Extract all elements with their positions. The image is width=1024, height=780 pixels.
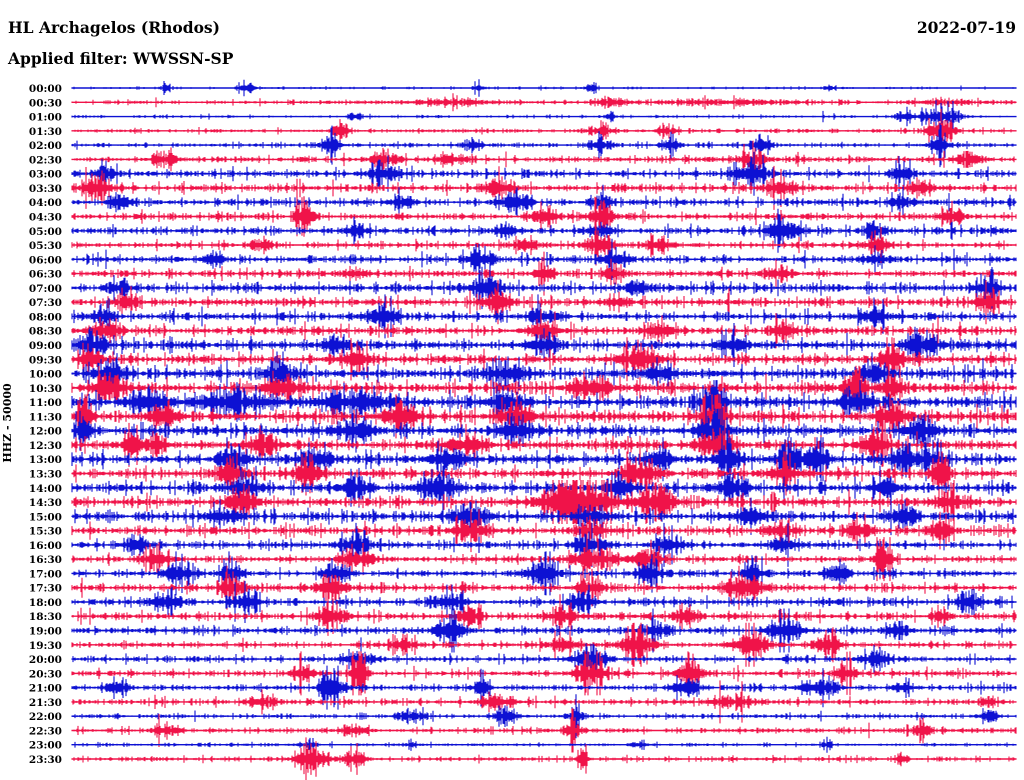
time-label-2330: 23:30 [29,754,62,766]
time-label-0030: 00:30 [29,97,62,109]
time-labels: 00:00 00:30 01:00 01:30 02:00 02:30 03:00 03:30… [29,83,62,766]
seismogram-trace-0030 [71,93,1017,112]
seismogram-trace-2130 [71,680,1017,724]
seismogram-trace-2030 [71,651,1017,696]
time-label-0330: 03:30 [29,183,62,195]
time-label-0400: 04:00 [29,197,62,209]
time-label-0000: 00:00 [29,83,62,95]
time-label-1230: 12:30 [29,440,62,452]
seismogram-trace-1930 [71,622,1017,667]
time-label-1100: 11:00 [29,397,62,409]
seismogram-trace-1300 [71,437,1017,482]
time-label-0100: 01:00 [29,112,62,124]
seismogram-trace-1100 [71,380,1017,425]
seismogram-trace-0300 [71,151,1017,196]
seismogram-trace-0100 [71,100,1017,133]
time-label-0930: 09:30 [29,354,62,366]
seismogram-trace-1430 [71,480,1017,524]
seismogram-trace-1530 [71,509,1017,553]
seismogram-trace-1900 [71,608,1017,653]
seismogram-trace-2330 [71,737,1017,780]
filter-label: Applied filter: WWSSN-SP [7,49,234,68]
seismogram-trace-2200 [71,694,1017,739]
time-label-1430: 14:30 [29,497,62,509]
seismogram-trace-1730 [71,565,1017,610]
time-label-2300: 23:00 [29,740,62,752]
seismogram-trace-1600 [71,522,1017,567]
time-label-2200: 22:00 [29,711,62,723]
time-label-1400: 14:00 [29,483,62,495]
time-label-1000: 10:00 [29,369,62,381]
time-label-2130: 21:30 [29,697,62,709]
time-label-0900: 09:00 [29,340,62,352]
seismogram-trace-0430 [71,196,1017,237]
time-label-0830: 08:30 [29,326,62,338]
seismogram-trace-0230 [71,140,1017,179]
time-label-0700: 07:00 [29,283,62,295]
time-label-0800: 08:00 [29,311,62,323]
time-label-1630: 16:30 [29,554,62,566]
seismogram-trace-1830 [71,594,1017,639]
scale-label: HHZ - 50000 [1,383,14,463]
time-label-1830: 18:30 [29,611,62,623]
seismogram-trace-1230 [71,422,1017,467]
seismogram-trace-1800 [71,580,1017,623]
time-label-0200: 02:00 [29,140,62,152]
seismogram-trace-1330 [71,451,1017,496]
seismogram-trace-1500 [71,497,1017,536]
time-label-1500: 15:00 [29,511,62,523]
seismogram-trace-2230 [71,708,1017,753]
time-label-1200: 12:00 [29,426,62,438]
seismogram-trace-1030 [71,365,1017,410]
seismogram-trace-0200 [71,123,1017,168]
time-label-0530: 05:30 [29,240,62,252]
time-label-1530: 15:30 [29,526,62,538]
time-label-0730: 07:30 [29,297,62,309]
time-label-0600: 06:00 [29,254,62,266]
seismogram-trace-2100 [71,665,1017,710]
time-label-1900: 19:00 [29,626,62,638]
time-label-1700: 17:00 [29,568,62,580]
station-title: HL Archagelos (Rhodos) [8,18,220,37]
time-label-0500: 05:00 [29,226,62,238]
time-label-1600: 16:00 [29,540,62,552]
time-label-0630: 06:30 [29,269,62,281]
time-label-0130: 01:30 [29,126,62,138]
time-label-1800: 18:00 [29,597,62,609]
seismogram-trace-0130 [71,108,1017,153]
time-label-2100: 21:00 [29,683,62,695]
seismogram-trace-0700 [71,265,1017,310]
seismogram-trace-0530 [71,224,1017,266]
time-label-1730: 17:30 [29,583,62,595]
seismogram-trace-0000 [71,79,1017,97]
seismogram-trace-1000 [71,351,1017,396]
time-label-1300: 13:00 [29,454,62,466]
seismogram-trace-1130 [71,394,1017,439]
seismogram-trace-0800 [71,294,1017,339]
time-label-1930: 19:30 [29,640,62,652]
time-label-1330: 13:30 [29,469,62,481]
time-label-2000: 20:00 [29,654,62,666]
seismogram-trace-1700 [71,551,1017,596]
time-label-1130: 11:30 [29,411,62,423]
time-label-2030: 20:30 [29,668,62,680]
date-label: 2022-07-19 [917,18,1016,37]
seismogram-trace-1200 [71,408,1017,453]
time-label-0430: 04:30 [29,212,62,224]
seismogram-trace-0730 [71,280,1017,325]
seismogram-trace-0630 [71,251,1017,296]
seismogram-trace-2300 [71,736,1017,753]
seismogram-trace-0900 [71,323,1017,367]
time-label-0300: 03:00 [29,169,62,181]
time-label-1030: 10:30 [29,383,62,395]
time-label-2230: 22:30 [29,726,62,738]
seismogram-trace-2000 [71,637,1017,681]
seismogram-trace-0930 [71,337,1017,382]
time-label-0230: 02:30 [29,154,62,166]
trace-rows [71,79,1017,780]
seismogram-trace-0330 [71,165,1017,210]
